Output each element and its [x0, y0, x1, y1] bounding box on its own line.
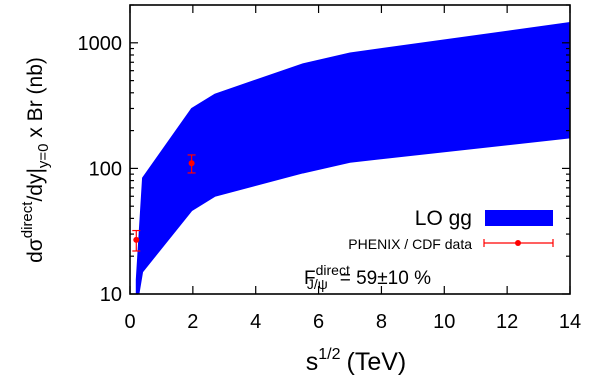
band-lo-gg — [135, 22, 570, 294]
y-tick-label: 10 — [100, 284, 122, 306]
x-tick-label: 12 — [496, 311, 518, 333]
x-tick-label: 4 — [250, 311, 261, 333]
legend-swatch-lo-gg — [485, 210, 553, 226]
data-point-1 — [187, 154, 196, 174]
y-tick-label: 100 — [89, 158, 122, 180]
x-axis-label: s1/2 (TeV) — [306, 346, 406, 376]
x-tick-label: 10 — [433, 311, 455, 333]
plot-frame — [129, 4, 571, 295]
data-point-0 — [132, 229, 141, 252]
x-tick-label: 2 — [187, 311, 198, 333]
y-axis-label: dσdirect/dy|y=0 x Br (nb) — [19, 57, 52, 263]
fraction-annotation: Fdirect J/ψ = 59±10 % — [304, 262, 431, 292]
legend: LO gg PHENIX / CDF data — [348, 207, 554, 252]
x-tick-label: 8 — [376, 311, 387, 333]
legend-label-lo-gg: LO gg — [415, 207, 472, 230]
x-tick-label: 0 — [124, 311, 135, 333]
y-tick-label: 1000 — [78, 33, 123, 55]
x-tick-label: 6 — [313, 311, 324, 333]
x-tick-label: 14 — [559, 311, 581, 333]
legend-marker-data — [483, 239, 554, 247]
legend-label-data: PHENIX / CDF data — [348, 236, 472, 252]
